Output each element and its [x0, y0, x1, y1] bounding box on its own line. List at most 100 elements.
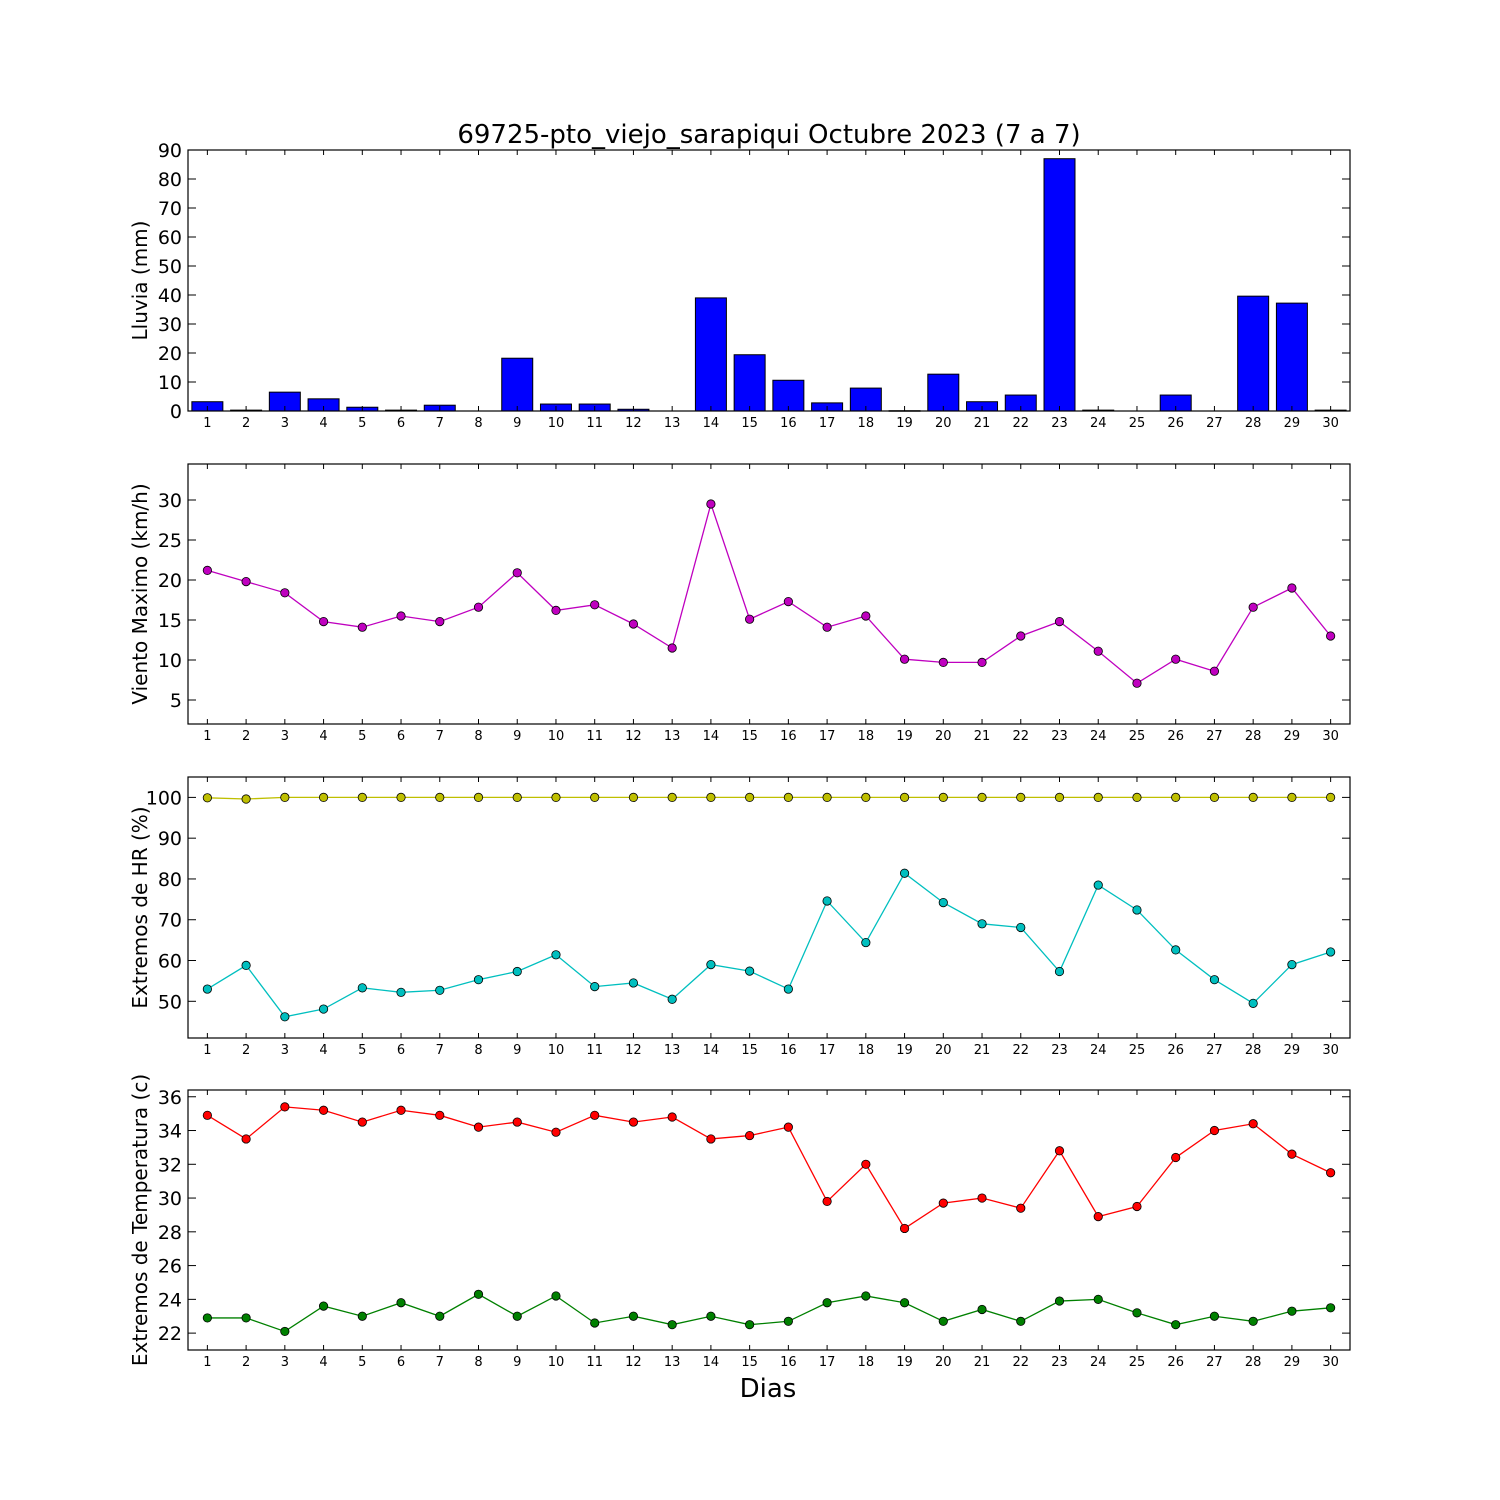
x-tick-label: 18 — [858, 1355, 875, 1370]
x-tick-label: 9 — [513, 1355, 521, 1370]
data-point — [512, 568, 522, 578]
y-tick-label: 40 — [158, 285, 182, 307]
x-tick-label: 27 — [1206, 416, 1223, 431]
x-tick-label: 9 — [513, 1043, 521, 1058]
data-point — [512, 966, 522, 977]
y-tick-label: 30 — [158, 1188, 182, 1210]
data-point — [551, 950, 561, 960]
x-tick-label: 26 — [1167, 1355, 1184, 1370]
data-point — [280, 792, 290, 802]
data-point — [938, 1316, 948, 1326]
data-point — [1016, 631, 1026, 641]
data-point — [473, 602, 484, 612]
y-tick-label: 25 — [158, 530, 182, 552]
x-tick-label: 22 — [1012, 1355, 1029, 1370]
data-point — [938, 1198, 948, 1208]
x-tick-label: 23 — [1051, 416, 1068, 431]
y-axis-label: Viento Maximo (km/h) — [128, 483, 152, 704]
x-tick-label: 2 — [242, 729, 250, 744]
y-tick-label: 34 — [158, 1121, 182, 1143]
x-tick-label: 3 — [281, 1355, 289, 1370]
x-tick-label: 29 — [1284, 416, 1301, 431]
data-point — [435, 792, 445, 802]
x-tick-label: 17 — [819, 729, 836, 744]
data-point — [783, 1122, 793, 1132]
data-point — [1248, 998, 1258, 1008]
y-axis-label: Extremos de HR (%) — [128, 806, 152, 1008]
x-tick-label: 7 — [436, 416, 444, 431]
x-tick-label: 30 — [1322, 729, 1339, 744]
data-point — [1016, 922, 1026, 933]
data-point — [938, 657, 948, 668]
data-point — [1287, 1149, 1297, 1159]
x-tick-label: 23 — [1051, 1355, 1068, 1370]
data-point — [280, 1326, 290, 1337]
data-point — [745, 792, 755, 802]
x-tick-label: 30 — [1322, 1043, 1339, 1058]
y-tick-label: 20 — [158, 570, 182, 592]
x-tick-label: 6 — [397, 729, 405, 744]
plot-frame — [187, 463, 1351, 725]
x-tick-label: 18 — [858, 1043, 875, 1058]
data-point — [667, 792, 677, 802]
data-point — [1132, 678, 1142, 688]
x-tick-label: 18 — [858, 416, 875, 431]
data-point — [1132, 792, 1142, 802]
data-point — [1054, 616, 1065, 627]
data-point — [1209, 1311, 1220, 1321]
data-point — [706, 499, 716, 509]
x-tick-label: 30 — [1322, 1355, 1339, 1370]
plot-frame — [187, 776, 1351, 1039]
x-tick-label: 23 — [1051, 1043, 1068, 1058]
y-tick-label: 90 — [158, 828, 182, 850]
x-tick-label: 28 — [1245, 729, 1262, 744]
bar-day-14 — [694, 297, 727, 412]
y-tick-label: 90 — [158, 140, 182, 162]
data-point — [1132, 1308, 1142, 1318]
data-point — [318, 1301, 329, 1311]
data-point — [667, 994, 677, 1004]
data-point — [435, 985, 445, 995]
y-tick-label: 5 — [170, 690, 182, 712]
x-tick-label: 3 — [281, 1043, 289, 1058]
x-tick-label: 19 — [896, 416, 913, 431]
x-tick-label: 4 — [319, 1355, 327, 1370]
x-tick-label: 8 — [474, 1355, 482, 1370]
data-point — [1326, 1303, 1336, 1313]
x-tick-label: 16 — [780, 1043, 797, 1058]
series-line-1 — [207, 1106, 1331, 1230]
data-point — [822, 896, 832, 906]
data-point — [241, 1134, 251, 1144]
data-point — [1209, 666, 1220, 676]
data-point — [473, 975, 484, 985]
x-tick-label: 15 — [741, 416, 758, 431]
x-tick-label: 22 — [1012, 1043, 1029, 1058]
data-point — [745, 1130, 755, 1141]
x-tick-label: 11 — [586, 1355, 603, 1370]
y-tick-label: 0 — [170, 401, 182, 423]
data-point — [1093, 1212, 1103, 1222]
data-point — [667, 1112, 677, 1122]
data-point — [861, 937, 871, 948]
x-tick-label: 6 — [397, 1355, 405, 1370]
x-tick-label: 19 — [896, 1043, 913, 1058]
data-point — [318, 616, 329, 627]
y-tick-label: 50 — [158, 256, 182, 278]
x-tick-label: 7 — [436, 729, 444, 744]
x-tick-label: 26 — [1167, 729, 1184, 744]
data-point — [977, 657, 987, 668]
x-tick-label: 15 — [741, 729, 758, 744]
data-point — [938, 898, 948, 908]
data-point — [396, 611, 406, 621]
data-point — [861, 611, 871, 621]
x-tick-label: 23 — [1051, 729, 1068, 744]
x-tick-label: 17 — [819, 416, 836, 431]
x-tick-label: 6 — [397, 416, 405, 431]
x-tick-label: 11 — [586, 729, 603, 744]
x-tick-label: 4 — [319, 1043, 327, 1058]
data-point — [1093, 646, 1103, 656]
data-point — [551, 1291, 561, 1301]
y-tick-label: 10 — [158, 650, 182, 672]
x-tick-label: 13 — [664, 729, 681, 744]
